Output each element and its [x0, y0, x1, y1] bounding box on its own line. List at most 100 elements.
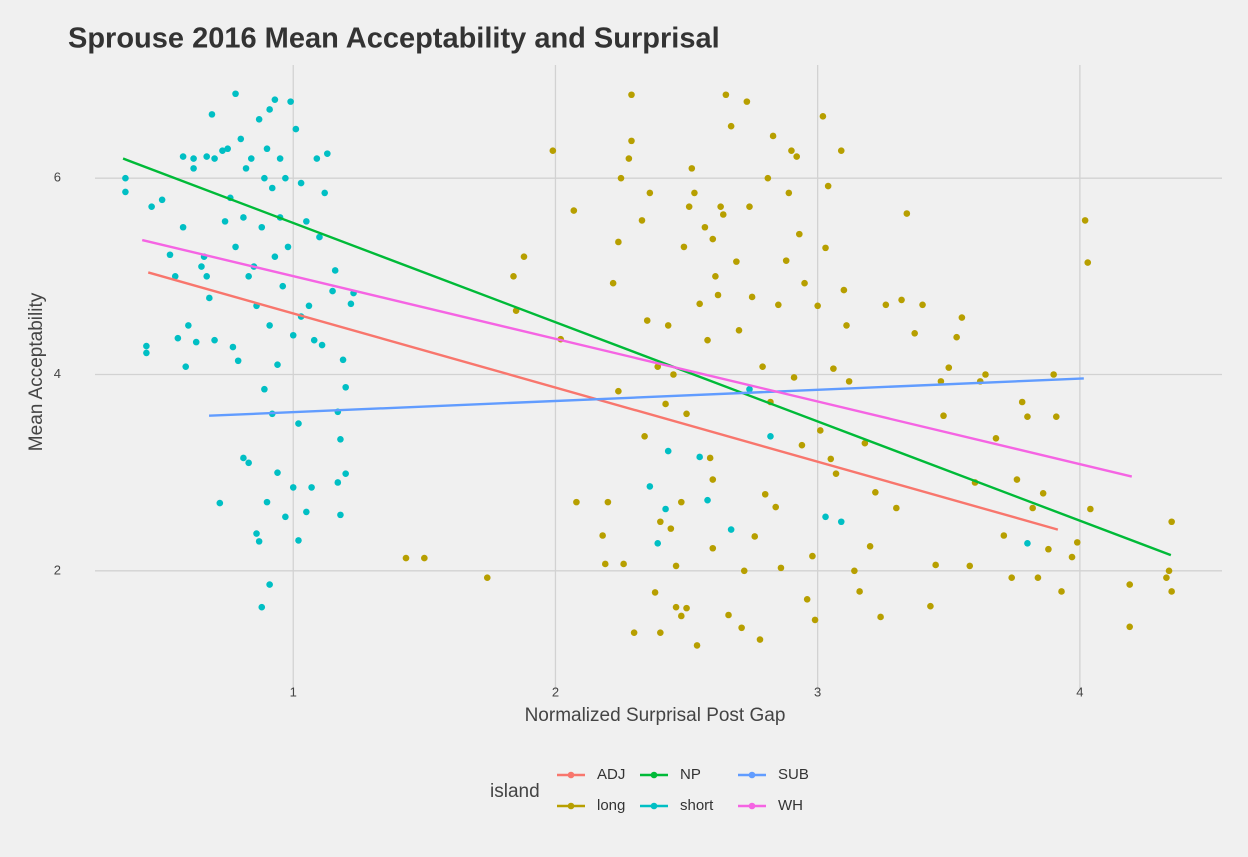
point	[1163, 574, 1170, 582]
point	[764, 174, 772, 182]
point	[520, 253, 528, 261]
point	[738, 624, 745, 632]
point	[268, 184, 276, 192]
point	[620, 560, 627, 568]
point	[1024, 540, 1031, 547]
point	[615, 238, 622, 246]
point	[625, 155, 633, 162]
point	[932, 561, 939, 569]
point	[1008, 574, 1016, 582]
point	[271, 96, 279, 103]
point	[664, 447, 672, 455]
point	[709, 235, 717, 243]
point	[253, 530, 260, 537]
point	[630, 629, 638, 636]
point	[861, 439, 869, 447]
point	[303, 218, 310, 225]
point	[266, 106, 273, 113]
point	[688, 165, 696, 172]
point	[179, 153, 187, 160]
point	[216, 499, 224, 507]
x-tick-label: 1	[290, 684, 297, 699]
legend-key-point	[650, 771, 658, 779]
point	[953, 333, 960, 341]
point	[263, 145, 271, 153]
legend-label: ADJ	[597, 766, 625, 783]
point	[704, 496, 711, 504]
point	[1168, 588, 1175, 595]
legend-key-point	[748, 771, 756, 779]
point	[1050, 371, 1057, 378]
point	[1087, 505, 1094, 513]
point	[667, 525, 675, 532]
point	[651, 589, 659, 596]
point	[232, 90, 239, 98]
point	[740, 567, 748, 575]
point	[342, 470, 349, 477]
point	[809, 552, 816, 560]
point	[832, 470, 840, 477]
point	[1018, 398, 1026, 406]
point	[284, 243, 292, 251]
point	[798, 441, 806, 449]
point	[851, 567, 858, 575]
point	[221, 218, 229, 225]
point	[1039, 489, 1047, 497]
point	[903, 210, 911, 217]
point	[882, 301, 890, 309]
y-axis-title: Mean Acceptability	[26, 292, 47, 451]
point	[945, 364, 953, 371]
point	[303, 508, 310, 516]
point	[295, 420, 302, 427]
point	[746, 385, 753, 393]
point	[680, 243, 688, 251]
point	[696, 453, 703, 461]
point	[919, 301, 926, 309]
point	[641, 433, 648, 440]
point	[289, 331, 297, 339]
point	[1045, 545, 1052, 553]
point	[696, 300, 703, 308]
point	[292, 125, 300, 133]
point	[185, 322, 192, 329]
point	[337, 511, 344, 519]
point	[599, 532, 606, 539]
point	[224, 145, 231, 153]
point	[339, 356, 347, 364]
point	[772, 503, 780, 511]
point	[122, 174, 129, 182]
point	[122, 188, 129, 196]
point	[240, 214, 247, 221]
point	[911, 329, 918, 337]
point	[1126, 581, 1134, 588]
point	[777, 564, 785, 572]
trend-line	[122, 157, 1172, 557]
point	[683, 604, 690, 612]
point	[790, 374, 798, 381]
point	[662, 400, 669, 408]
point	[334, 479, 342, 486]
point	[662, 505, 669, 513]
point	[816, 427, 824, 434]
point	[767, 433, 774, 440]
point	[1052, 413, 1060, 421]
point	[266, 322, 273, 329]
point	[604, 498, 612, 506]
point	[748, 293, 756, 301]
point	[245, 459, 252, 467]
point	[840, 286, 848, 294]
point	[237, 135, 245, 143]
point	[171, 273, 179, 280]
point	[276, 155, 284, 162]
point	[601, 560, 609, 568]
point	[255, 538, 263, 545]
point	[573, 498, 580, 506]
point	[811, 616, 819, 624]
point	[318, 341, 326, 349]
point	[672, 603, 680, 611]
point	[1126, 623, 1134, 631]
point	[313, 155, 321, 162]
point	[769, 132, 777, 140]
point	[261, 385, 268, 393]
